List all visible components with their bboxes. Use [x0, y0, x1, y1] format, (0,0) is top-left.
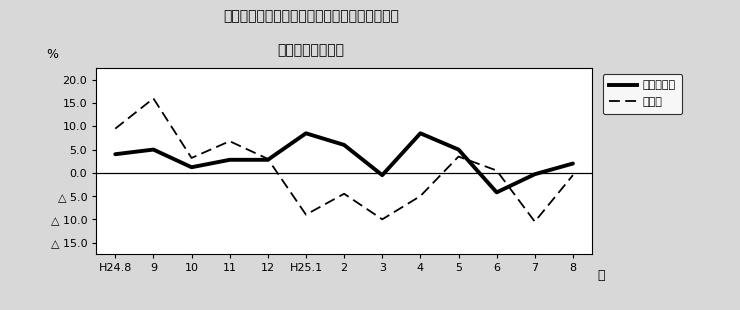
Text: 第２図　所定外労働時間　対前年同月比の推移: 第２図 所定外労働時間 対前年同月比の推移	[223, 9, 399, 23]
Legend: 調査産業計, 製造業: 調査産業計, 製造業	[602, 74, 682, 114]
Text: 月: 月	[597, 269, 605, 282]
Text: （規模５人以上）: （規模５人以上）	[278, 43, 344, 57]
Text: %: %	[47, 48, 58, 61]
